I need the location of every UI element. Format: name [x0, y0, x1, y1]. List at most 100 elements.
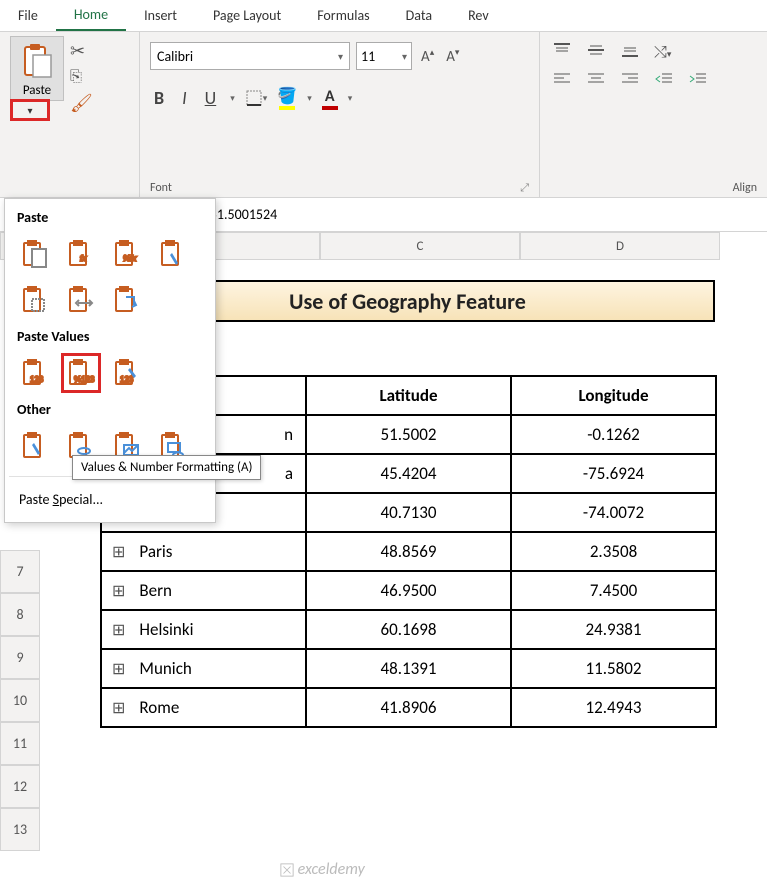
copy-icon[interactable]: ⎘: [70, 68, 93, 86]
increase-font-icon[interactable]: A▴: [418, 47, 437, 66]
decrease-indent-icon[interactable]: [652, 71, 676, 92]
align-top-icon[interactable]: [550, 42, 574, 63]
paste-column-widths-icon[interactable]: [61, 280, 101, 320]
paste-special-item[interactable]: Paste Special...: [5, 483, 215, 516]
logo-icon: [280, 863, 294, 877]
fill-color-button[interactable]: 🪣: [277, 86, 297, 110]
menu-page-layout[interactable]: Page Layout: [195, 1, 299, 30]
paste-formulas-formatting-icon[interactable]: %fx: [107, 234, 147, 274]
svg-text:fx: fx: [80, 254, 87, 263]
menu-home[interactable]: Home: [56, 0, 126, 31]
font-launcher-icon[interactable]: ⤢: [520, 181, 529, 195]
paste-no-borders-icon[interactable]: [15, 280, 55, 320]
th-longitude: Longitude: [511, 376, 716, 415]
cell-lat[interactable]: 45.4204: [306, 454, 511, 493]
cell-city[interactable]: ⊞Rome: [101, 688, 306, 727]
paste-all-icon[interactable]: [15, 234, 55, 274]
cell-city[interactable]: ⊞Bern: [101, 571, 306, 610]
map-icon: ⊞: [112, 698, 125, 718]
cell-lon[interactable]: 7.4500: [511, 571, 716, 610]
ribbon: Paste ▾ ✂ ⎘ 🖌 Calibri▾ 11▾ A▴ A▾ B I: [0, 32, 767, 198]
cell-lon[interactable]: 12.4943: [511, 688, 716, 727]
row-header-10[interactable]: 10: [0, 679, 40, 722]
menu-review[interactable]: Rev: [450, 1, 507, 30]
font-size-select[interactable]: 11▾: [356, 42, 412, 70]
menu-data[interactable]: Data: [388, 1, 450, 30]
cell-city[interactable]: ⊞Helsinki: [101, 610, 306, 649]
cell-lat[interactable]: 41.8906: [306, 688, 511, 727]
format-painter-icon[interactable]: 🖌: [70, 92, 93, 114]
cell-lat[interactable]: 46.9500: [306, 571, 511, 610]
paste-values-source-formatting-icon[interactable]: 123: [107, 353, 147, 393]
cell-lat[interactable]: 40.7130: [306, 493, 511, 532]
menubar: File Home Insert Page Layout Formulas Da…: [0, 0, 767, 32]
map-icon: ⊞: [112, 659, 125, 679]
paste-values-number-formatting-icon[interactable]: %123: [61, 353, 101, 393]
cell-lat[interactable]: 48.1391: [306, 649, 511, 688]
ribbon-group-clipboard: Paste ▾ ✂ ⎘ 🖌: [0, 32, 140, 197]
chevron-down-icon: ▾: [27, 104, 32, 117]
row-header-8[interactable]: 8: [0, 593, 40, 636]
cell-lon[interactable]: -0.1262: [511, 415, 716, 454]
paste-transpose-icon[interactable]: [107, 280, 147, 320]
svg-text:%fx: %fx: [123, 254, 137, 263]
cell-lon[interactable]: 2.3508: [511, 532, 716, 571]
table-row: ⊞Rome 41.8906 12.4943: [101, 688, 716, 727]
align-bottom-icon[interactable]: [618, 42, 642, 63]
paste-dropdown-button[interactable]: ▾: [10, 99, 50, 121]
paste-label: Paste: [23, 81, 51, 100]
cell-city[interactable]: ⊞Munich: [101, 649, 306, 688]
paste-formatting-icon[interactable]: [15, 426, 55, 466]
cell-lat[interactable]: 48.8569: [306, 532, 511, 571]
ribbon-group-alignment: ⤭▾ Align: [540, 32, 767, 197]
cell-lon[interactable]: 24.9381: [511, 610, 716, 649]
align-group-label: Align: [733, 181, 757, 195]
font-name-select[interactable]: Calibri▾: [150, 42, 350, 70]
row-header-12[interactable]: 12: [0, 765, 40, 808]
paste-source-formatting-icon[interactable]: [153, 234, 193, 274]
table-row: ⊞Bern 46.9500 7.4500: [101, 571, 716, 610]
bold-button[interactable]: B: [150, 87, 168, 109]
paste-heading: Paste: [5, 205, 215, 230]
cell-lon[interactable]: -74.0072: [511, 493, 716, 532]
align-right-icon[interactable]: [618, 71, 642, 92]
increase-indent-icon[interactable]: [686, 71, 710, 92]
cell-city[interactable]: ⊞Paris: [101, 532, 306, 571]
col-header-c[interactable]: C: [320, 232, 520, 260]
cell-lat[interactable]: 60.1698: [306, 610, 511, 649]
row-header-9[interactable]: 9: [0, 636, 40, 679]
border-button[interactable]: ▾: [245, 89, 268, 107]
other-paste-heading: Other: [5, 397, 215, 422]
table-row: ⊞Paris 48.8569 2.3508: [101, 532, 716, 571]
decrease-font-icon[interactable]: A▾: [443, 47, 462, 66]
menu-insert[interactable]: Insert: [126, 1, 195, 30]
row-header-13[interactable]: 13: [0, 808, 40, 851]
paste-formulas-icon[interactable]: fx: [61, 234, 101, 274]
align-center-icon[interactable]: [584, 71, 608, 92]
font-group-label: Font: [150, 181, 172, 195]
map-icon: ⊞: [112, 620, 125, 640]
tooltip: Values & Number Formatting (A): [72, 455, 261, 480]
paste-values-icon[interactable]: 123: [15, 353, 55, 393]
cell-lon[interactable]: 11.5802: [511, 649, 716, 688]
align-left-icon[interactable]: [550, 71, 574, 92]
row-header-7[interactable]: 7: [0, 550, 40, 593]
paste-button[interactable]: Paste: [10, 36, 64, 101]
menu-formulas[interactable]: Formulas: [299, 1, 387, 30]
orientation-icon[interactable]: ⤭▾: [652, 43, 673, 62]
svg-text:123: 123: [30, 375, 44, 384]
underline-button[interactable]: U: [201, 87, 221, 109]
cut-icon[interactable]: ✂: [70, 40, 93, 62]
svg-text:123: 123: [120, 375, 134, 384]
col-header-d[interactable]: D: [520, 232, 720, 260]
italic-button[interactable]: I: [178, 87, 191, 109]
row-header-11[interactable]: 11: [0, 722, 40, 765]
watermark: exceldemy: [280, 860, 365, 879]
svg-text:%123: %123: [74, 375, 95, 384]
paste-values-heading: Paste Values: [5, 324, 215, 349]
menu-file[interactable]: File: [0, 1, 56, 30]
align-middle-icon[interactable]: [584, 42, 608, 63]
cell-lon[interactable]: -75.6924: [511, 454, 716, 493]
font-color-button[interactable]: A: [322, 87, 338, 110]
cell-lat[interactable]: 51.5002: [306, 415, 511, 454]
